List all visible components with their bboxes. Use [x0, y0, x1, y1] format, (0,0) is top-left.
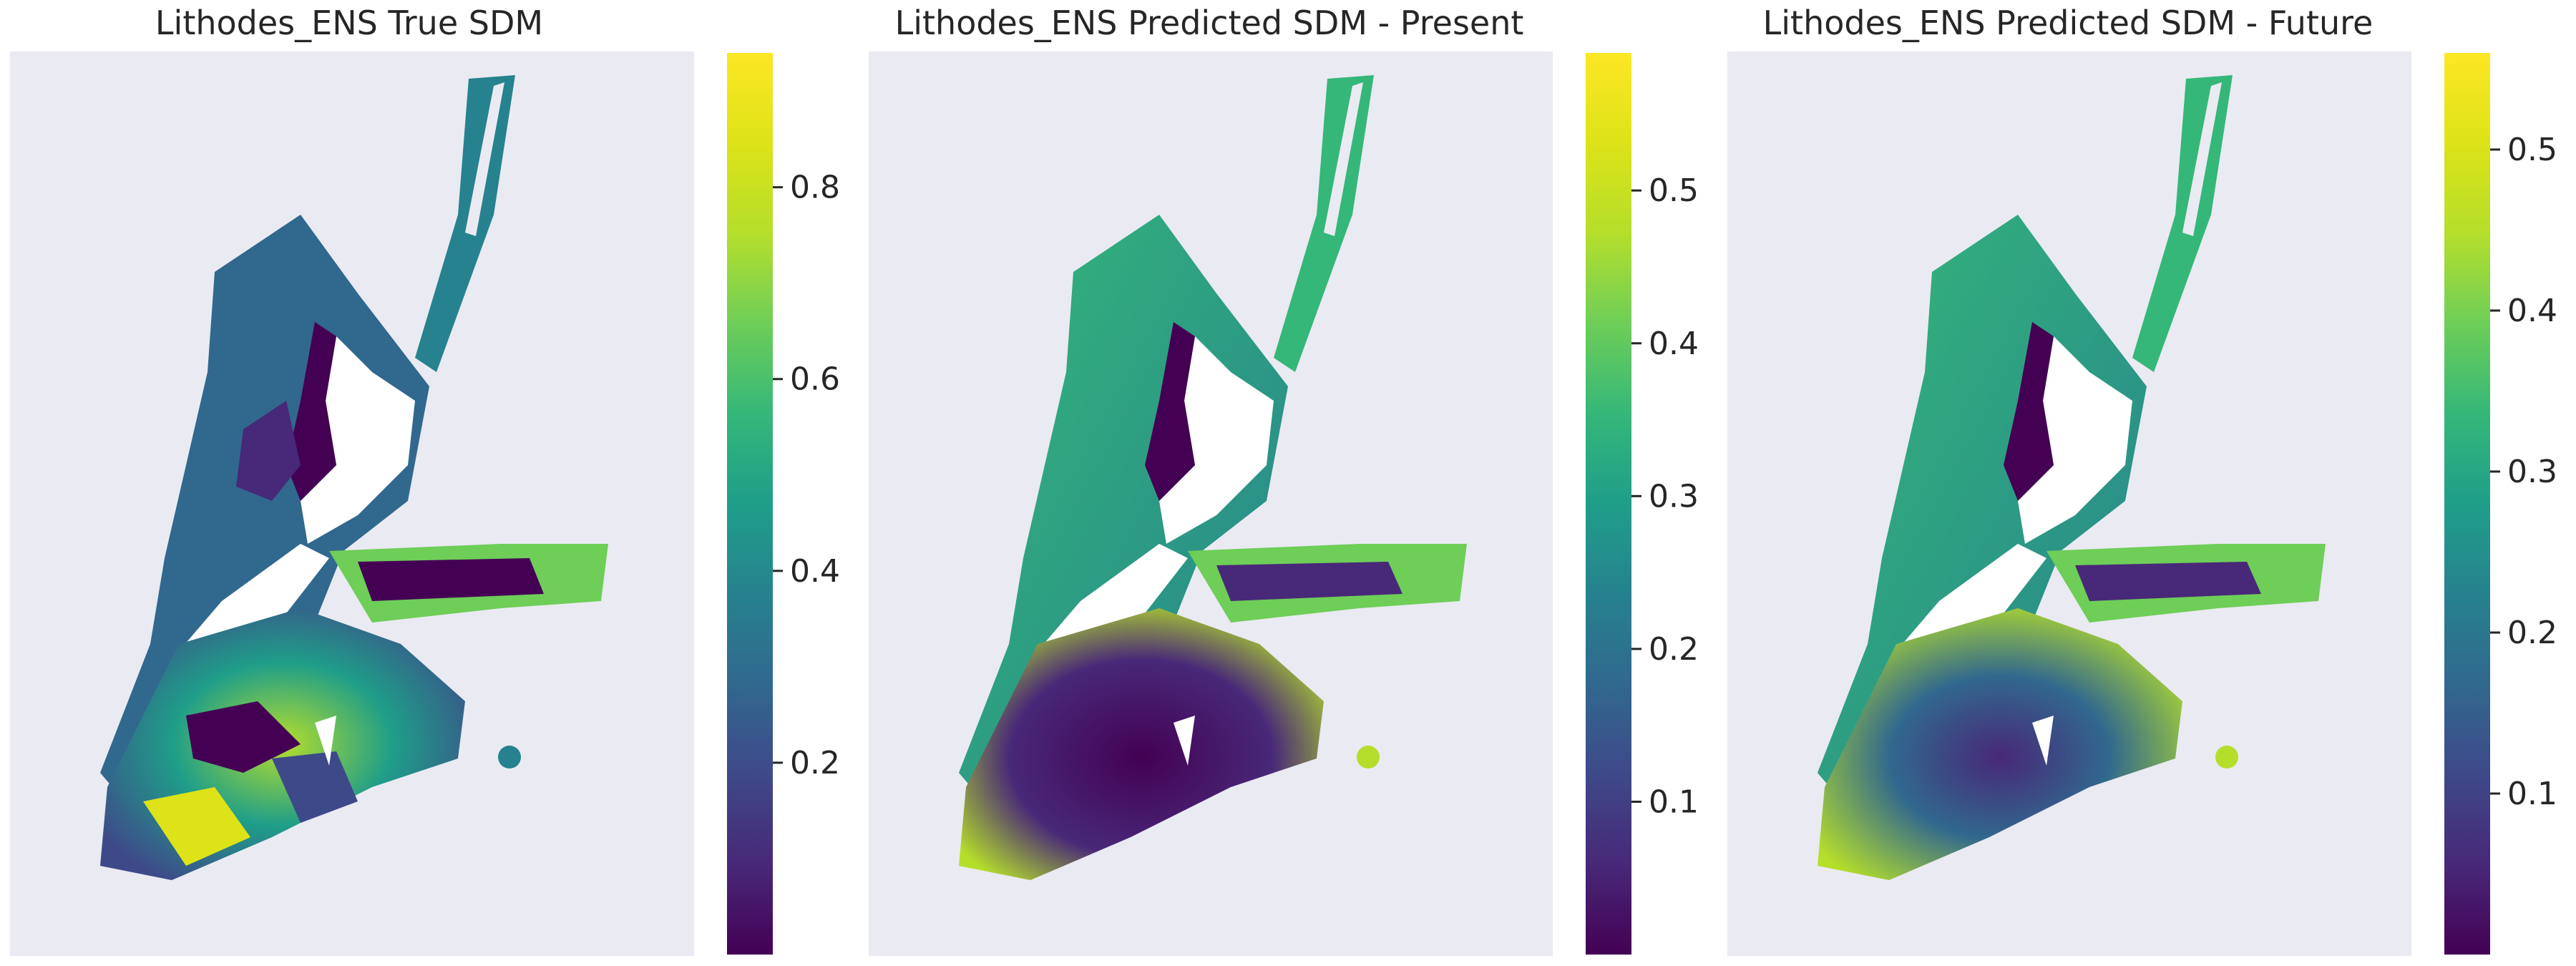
colorbar	[2444, 53, 2490, 955]
colorbar-tick-label: 0.5	[1649, 172, 1699, 209]
colorbar-ticks: 0.1 0.2 0.3 0.4 0.5	[2490, 132, 2557, 812]
panel-title: Lithodes_ENS True SDM	[155, 4, 543, 42]
panel-predicted-future: Lithodes_ENS Predicted SDM - Future 0.10…	[1727, 4, 2557, 956]
panel-title: Lithodes_ENS Predicted SDM - Future	[1763, 4, 2373, 42]
colorbar-tick-label: 0.2	[2507, 615, 2557, 651]
species-distribution-map	[959, 75, 1467, 880]
colorbar-ticks: 0.2 0.4 0.6 0.8	[773, 170, 840, 781]
colorbar-tick-label: 0.3	[1649, 478, 1699, 514]
colorbar-tick-label: 0.2	[790, 745, 840, 781]
panel-true-sdm: Lithodes_ENS True SDM 0.20.40	[10, 4, 840, 956]
colorbar-tick-label: 0.3	[2507, 454, 2557, 490]
colorbar-tick-label: 0.8	[790, 170, 840, 206]
species-distribution-map	[1818, 75, 2326, 880]
colorbar	[727, 53, 773, 955]
colorbar-tick-label: 0.6	[790, 361, 840, 398]
panel-predicted-present: Lithodes_ENS Predicted SDM - Present 0.1…	[869, 4, 1699, 956]
colorbar	[1586, 53, 1631, 955]
colorbar-tick-label: 0.4	[2507, 293, 2557, 329]
panel-title: Lithodes_ENS Predicted SDM - Present	[895, 4, 1524, 42]
colorbar-ticks: 0.1 0.2 0.3 0.4 0.5	[1631, 172, 1699, 820]
colorbar-tick-label: 0.4	[790, 553, 840, 590]
species-distribution-map	[100, 75, 608, 880]
colorbar-tick-label: 0.1	[1649, 784, 1699, 820]
colorbar-tick-label: 0.5	[2507, 132, 2557, 168]
colorbar-tick-label: 0.2	[1649, 631, 1699, 668]
colorbar-tick-label: 0.4	[1649, 326, 1699, 362]
colorbar-tick-label: 0.1	[2507, 776, 2557, 812]
